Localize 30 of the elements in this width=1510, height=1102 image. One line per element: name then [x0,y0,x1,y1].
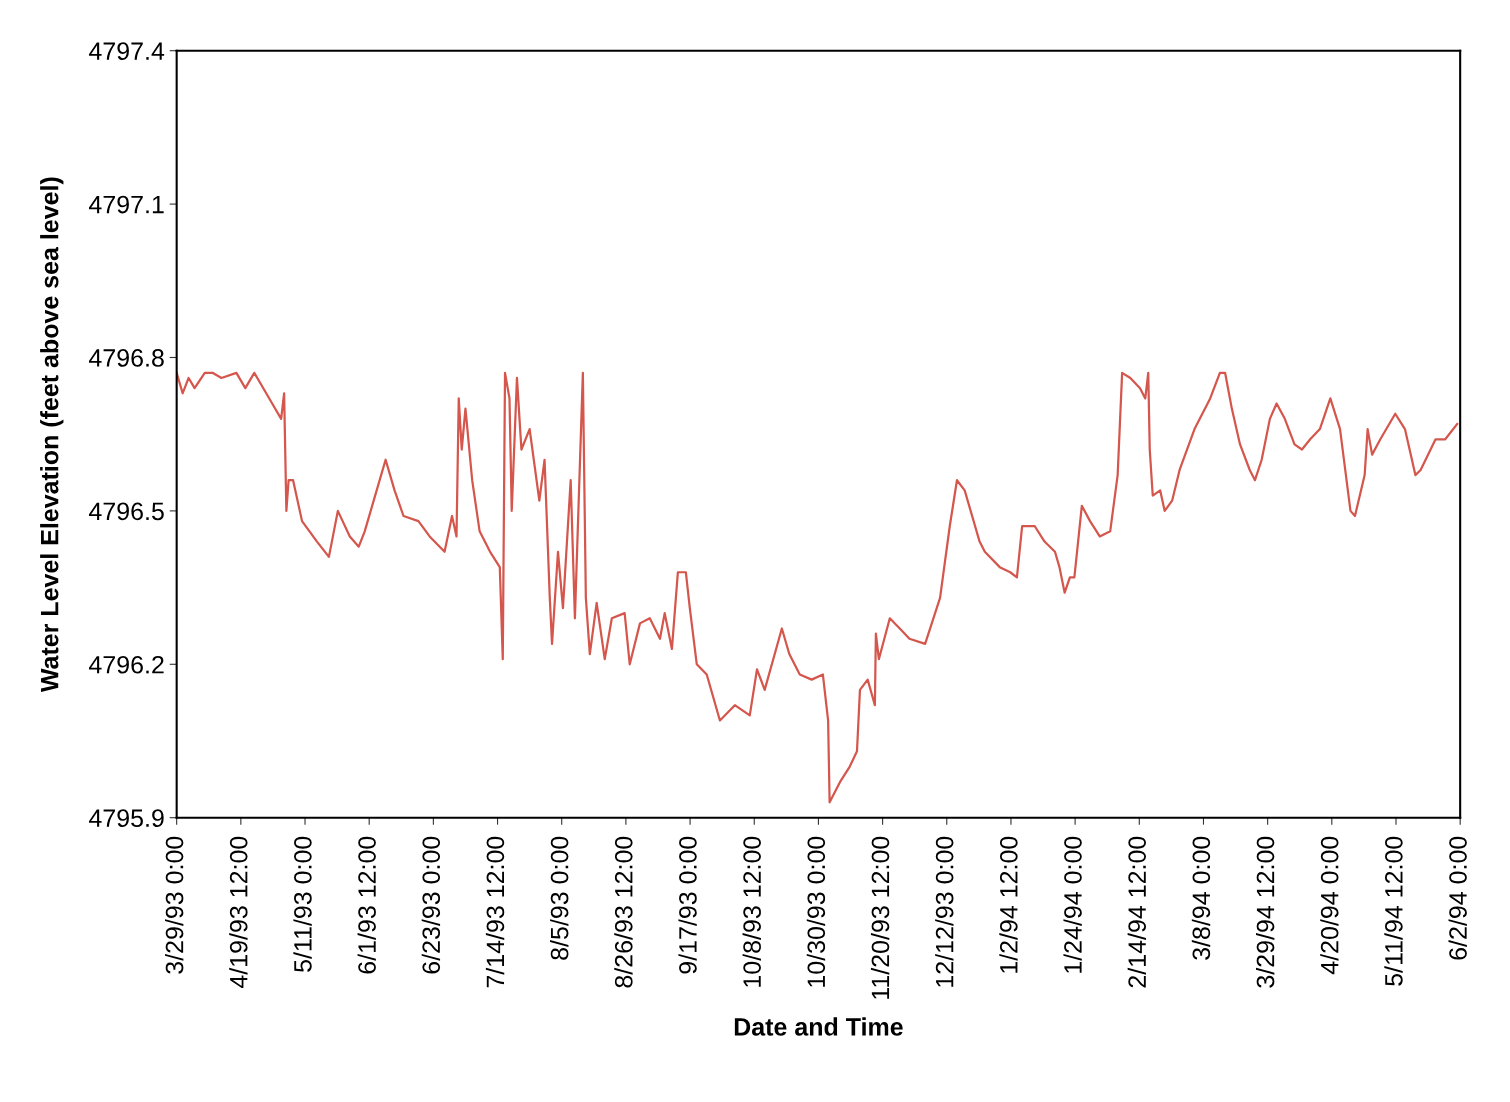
x-tick-label: 3/29/94 12:00 [1255,836,1275,988]
y-axis-title: Water Level Elevation (feet above sea level) [40,177,64,693]
x-tick-label: 10/30/93 0:00 [806,836,826,987]
y-tick-label: 4796.8 [88,349,164,367]
y-tick-label: 4797.1 [88,195,164,214]
x-tick-label: 1/24/94 0:00 [1063,836,1082,973]
x-tick-label: 3/29/93 0:00 [165,836,184,974]
x-tick-label: 2/14/94 12:00 [1127,836,1147,988]
x-tick-label: 10/8/93 12:00 [742,836,761,987]
x-tick-label: 11/20/93 12:00 [870,836,890,999]
x-tick-label: 5/11/94 12:00 [1384,836,1403,986]
x-tick-label: 4/19/93 12:00 [229,836,248,989]
x-tick-label: 8/26/93 12:00 [614,836,633,988]
y-tick-label: 4796.5 [88,502,164,521]
x-tick-label: 7/14/93 12:00 [485,836,505,988]
x-tick-label: 6/2/94 0:00 [1448,836,1467,960]
x-tick-label: 3/8/94 0:00 [1191,836,1211,960]
y-tick-label: 4797.4 [88,42,165,60]
y-tick-label: 4795.9 [88,809,164,827]
line-series [176,371,1459,804]
x-tick-label: 4/20/94 0:00 [1320,836,1339,975]
x-tick-label: 8/5/93 0:00 [550,836,569,960]
x-tick-label: 6/23/93 0:00 [421,836,441,974]
y-tick-label: 4796.2 [88,655,164,674]
x-tick-label: 5/11/93 0:00 [293,836,312,972]
x-tick-label: 12/12/93 0:00 [935,836,954,987]
x-tick-label: 6/1/93 12:00 [357,836,376,974]
x-axis-title: Date and Time [734,1017,903,1036]
x-tick-label: 9/17/93 0:00 [678,836,697,974]
x-tick-label: 1/2/94 12:00 [999,836,1018,973]
